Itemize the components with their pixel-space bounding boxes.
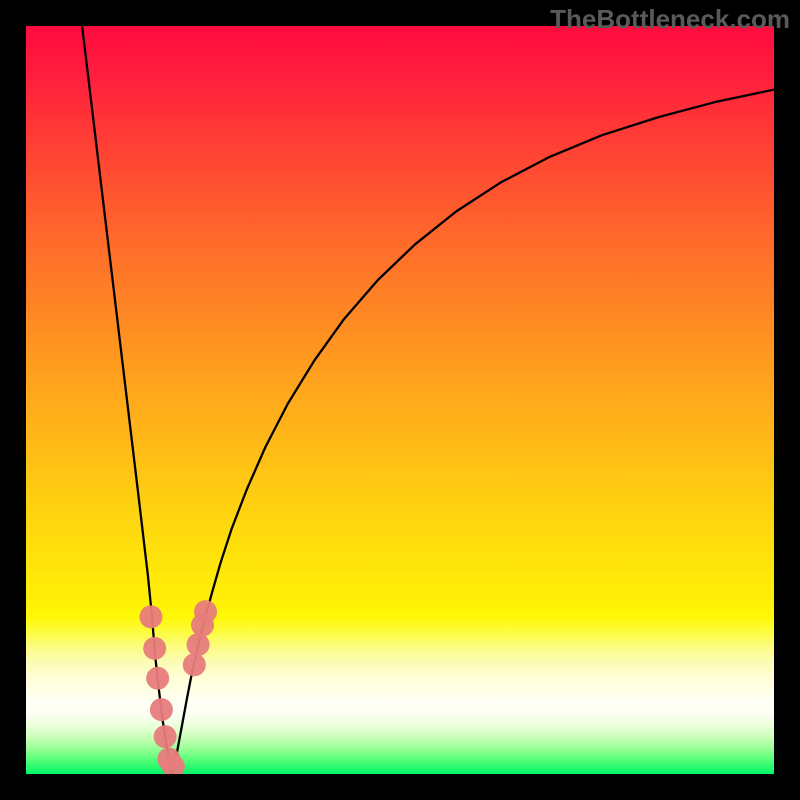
scatter-marker — [139, 605, 162, 628]
scatter-marker — [143, 637, 166, 660]
scatter-marker — [150, 698, 173, 721]
watermark-text: TheBottleneck.com — [550, 4, 790, 35]
bottleneck-chart: TheBottleneck.com — [0, 0, 800, 800]
chart-gradient-background — [26, 26, 774, 774]
scatter-marker — [146, 667, 169, 690]
scatter-marker — [183, 653, 206, 676]
scatter-marker — [187, 633, 210, 656]
scatter-marker — [194, 600, 217, 623]
scatter-marker — [154, 725, 177, 748]
chart-svg — [0, 0, 800, 800]
